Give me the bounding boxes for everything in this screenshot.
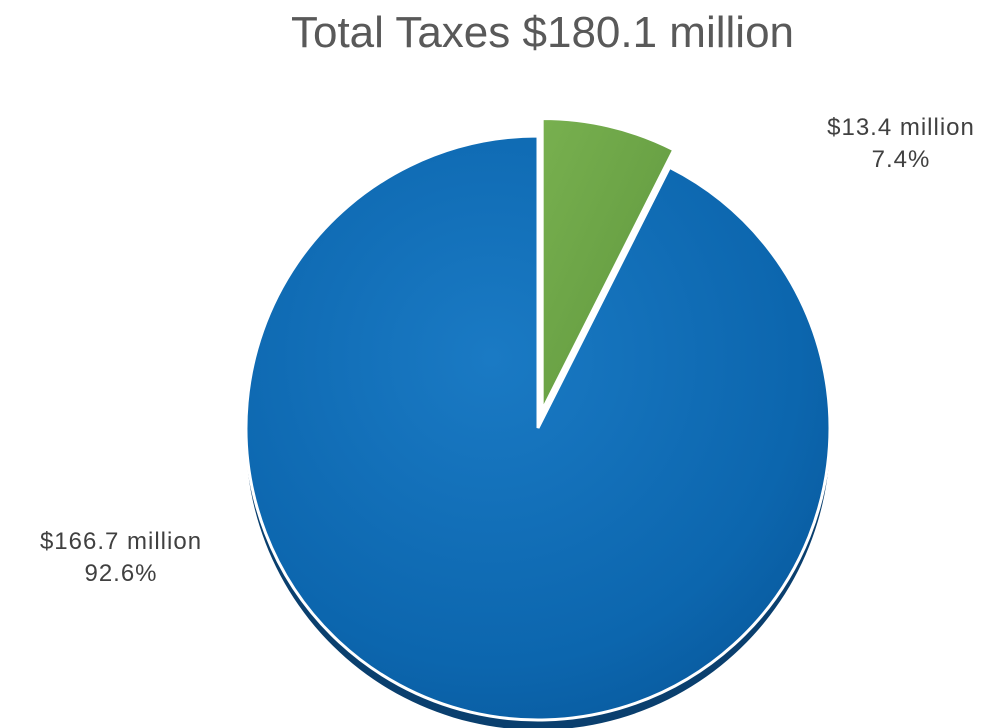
slice-value-label: $13.4 million xyxy=(827,114,975,141)
pie-slice-13-4-million xyxy=(540,116,676,412)
slice-label-blue: $166.7 million 92.6% xyxy=(16,526,226,590)
slice-label-green: $13.4 million 7.4% xyxy=(806,112,996,176)
pie-slice-166-7-million xyxy=(244,134,832,722)
chart-title: Total Taxes $180.1 million xyxy=(290,8,795,57)
slice-percent-label: 7.4% xyxy=(871,146,931,173)
slice-value-label: $166.7 million xyxy=(39,528,203,555)
slice-percent-label: 92.6% xyxy=(84,560,158,587)
